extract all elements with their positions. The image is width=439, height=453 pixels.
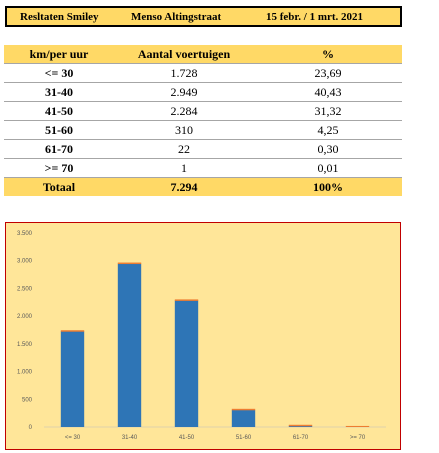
x-tick-label: >= 70 (350, 435, 366, 441)
bar-top-2 (117, 262, 142, 265)
table-total-row: Totaal 7.294 100% (4, 177, 402, 196)
header-location: Menso Altingstraat (131, 11, 222, 23)
bar-5 (288, 425, 313, 427)
total-count: 7.294 (114, 177, 254, 196)
y-tick-label: 500 (22, 397, 33, 403)
column-header-speed: km/per uur (4, 45, 114, 64)
row-percent: 40,43 (254, 82, 402, 102)
row-range: 61-70 (4, 139, 114, 159)
row-range: >= 70 (4, 158, 114, 178)
y-tick-label: 3.500 (17, 231, 33, 237)
row-percent: 0,30 (254, 139, 402, 159)
row-count: 1 (114, 158, 254, 178)
table-row: >= 70 1 0,01 (4, 158, 402, 178)
row-count: 2.949 (114, 82, 254, 102)
chart-canvas: 0 500 1.000 1.500 2.000 2.500 3.000 3.500 <= 30 3… (17, 231, 386, 441)
row-percent: 4,25 (254, 120, 402, 140)
bar-4 (231, 409, 256, 427)
header-title: Resltaten Smiley (20, 11, 99, 23)
bar-3 (174, 300, 199, 427)
speed-bar-chart: 0 500 1.000 1.500 2.000 2.500 3.000 3.500 <= 30 3… (5, 222, 401, 450)
bar-2 (117, 263, 142, 427)
report-header: Resltaten Smiley Menso Altingstraat 15 f… (5, 6, 402, 27)
row-count: 310 (114, 120, 254, 140)
row-count: 22 (114, 139, 254, 159)
row-range: 41-50 (4, 101, 114, 121)
row-percent: 31,32 (254, 101, 402, 121)
table-row: 41-50 2.284 31,32 (4, 101, 402, 121)
row-range: <= 30 (4, 63, 114, 83)
row-percent: 0,01 (254, 158, 402, 178)
x-tick-label: 31-40 (122, 435, 138, 441)
y-tick-label: 3.000 (17, 259, 33, 265)
table-header-row: km/per uur Aantal voertuigen % (4, 45, 402, 64)
row-range: 31-40 (4, 82, 114, 102)
bar-top-5 (288, 424, 313, 427)
speed-table: km/per uur Aantal voertuigen % <= 30 1.7… (4, 45, 402, 196)
bar-top-4 (231, 408, 256, 411)
row-count: 2.284 (114, 101, 254, 121)
table-row: 61-70 22 0,30 (4, 139, 402, 159)
header-period: 15 febr. / 1 mrt. 2021 (266, 11, 364, 23)
column-header-percent: % (254, 45, 402, 64)
x-tick-label: 61-70 (293, 435, 309, 441)
total-percent: 100% (254, 177, 402, 196)
y-tick-label: 2.500 (17, 286, 33, 292)
y-tick-label: 0 (29, 425, 33, 431)
y-tick-label: 1.000 (17, 370, 33, 376)
bar-top-1 (60, 330, 85, 332)
row-percent: 23,69 (254, 63, 402, 83)
bar-top-3 (174, 299, 199, 301)
y-tick-label: 2.000 (17, 314, 33, 320)
table-row: 51-60 310 4,25 (4, 120, 402, 140)
column-header-count: Aantal voertuigen (114, 45, 254, 64)
x-tick-label: <= 30 (65, 435, 81, 441)
total-label: Totaal (4, 177, 114, 196)
bar-top-6 (345, 425, 370, 427)
row-count: 1.728 (114, 63, 254, 83)
x-tick-label: 41-50 (179, 435, 195, 441)
table-row: 31-40 2.949 40,43 (4, 82, 402, 102)
row-range: 51-60 (4, 120, 114, 140)
table-row: <= 30 1.728 23,69 (4, 63, 402, 83)
bar-1 (60, 331, 85, 427)
y-tick-label: 1.500 (17, 342, 33, 348)
x-tick-label: 51-60 (236, 435, 252, 441)
